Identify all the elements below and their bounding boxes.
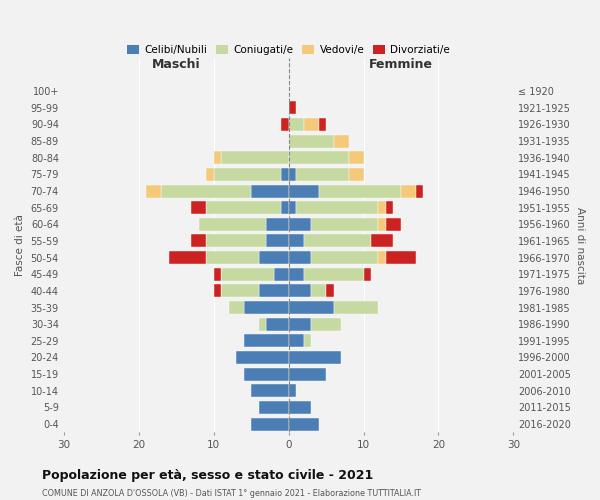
Bar [304,234,371,248]
Bar [289,318,311,330]
Bar [259,284,289,298]
Text: Popolazione per età, sesso e stato civile - 2021: Popolazione per età, sesso e stato civil… [42,470,373,482]
Bar [169,251,206,264]
Bar [161,184,251,198]
Bar [289,384,296,397]
Bar [206,251,259,264]
Bar [266,234,289,248]
Text: Maschi: Maschi [152,58,200,71]
Bar [289,301,334,314]
Bar [251,384,289,397]
Bar [304,268,364,280]
Bar [289,351,341,364]
Bar [334,301,379,314]
Bar [349,152,364,164]
Bar [289,102,296,114]
Bar [251,184,289,198]
Bar [304,334,311,347]
Bar [281,118,289,131]
Bar [236,351,289,364]
Text: COMUNE DI ANZOLA D'OSSOLA (VB) - Dati ISTAT 1° gennaio 2021 - Elaborazione TUTTI: COMUNE DI ANZOLA D'OSSOLA (VB) - Dati IS… [42,488,421,498]
Bar [214,284,221,298]
Bar [259,401,289,414]
Bar [319,118,326,131]
Bar [289,118,304,131]
Bar [214,168,281,181]
Bar [221,152,289,164]
Bar [386,251,416,264]
Bar [416,184,424,198]
Bar [244,334,289,347]
Bar [379,218,386,231]
Bar [289,134,334,147]
Y-axis label: Anni di nascita: Anni di nascita [575,206,585,284]
Bar [259,251,289,264]
Bar [229,301,244,314]
Bar [311,218,379,231]
Bar [289,168,296,181]
Bar [266,218,289,231]
Bar [244,368,289,380]
Bar [401,184,416,198]
Bar [386,218,401,231]
Bar [304,118,319,131]
Bar [251,418,289,430]
Bar [311,251,379,264]
Bar [266,318,289,330]
Bar [379,201,386,214]
Bar [349,168,364,181]
Bar [311,318,341,330]
Bar [221,284,259,298]
Bar [244,301,289,314]
Bar [259,318,266,330]
Bar [311,284,326,298]
Bar [206,201,281,214]
Bar [296,168,349,181]
Bar [371,234,394,248]
Bar [289,201,296,214]
Bar [386,201,394,214]
Bar [206,168,214,181]
Bar [319,184,401,198]
Bar [289,218,311,231]
Y-axis label: Fasce di età: Fasce di età [15,214,25,276]
Bar [289,184,319,198]
Bar [191,234,206,248]
Bar [289,251,311,264]
Bar [296,201,379,214]
Bar [281,201,289,214]
Bar [214,152,221,164]
Bar [274,268,289,280]
Bar [199,218,266,231]
Bar [289,268,304,280]
Text: Femmine: Femmine [369,58,433,71]
Bar [281,168,289,181]
Bar [191,201,206,214]
Bar [289,334,304,347]
Bar [289,284,311,298]
Bar [146,184,161,198]
Bar [289,401,311,414]
Bar [379,251,386,264]
Bar [206,234,266,248]
Bar [289,234,304,248]
Legend: Celibi/Nubili, Coniugati/e, Vedovi/e, Divorziati/e: Celibi/Nubili, Coniugati/e, Vedovi/e, Di… [123,40,454,59]
Bar [289,152,349,164]
Bar [214,268,221,280]
Bar [289,418,319,430]
Bar [334,134,349,147]
Bar [326,284,334,298]
Bar [289,368,326,380]
Bar [221,268,274,280]
Bar [364,268,371,280]
